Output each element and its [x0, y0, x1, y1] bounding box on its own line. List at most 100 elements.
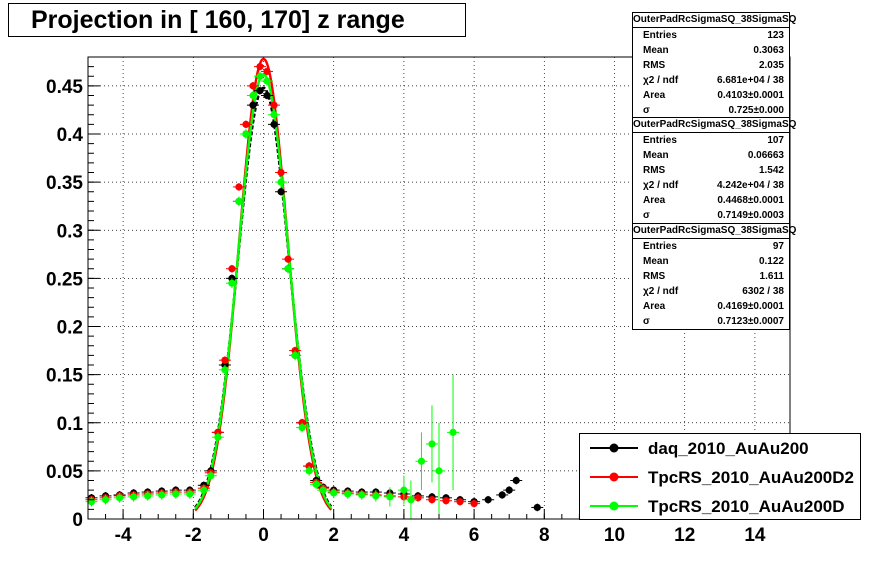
stats-row: σ 0.7123±0.0007	[633, 314, 789, 329]
stats-row: Mean 0.06663	[633, 148, 789, 163]
data-point	[358, 491, 366, 499]
data-point	[186, 490, 194, 498]
legend-entry: daq_2010_AuAu200	[580, 434, 862, 463]
stats-row: Mean 0.122	[633, 254, 789, 269]
data-point	[263, 91, 271, 100]
stats-row: RMS 1.611	[633, 269, 789, 284]
legend-marker	[590, 472, 638, 482]
stats-label: χ2 / ndf	[643, 180, 679, 191]
data-point	[263, 67, 271, 76]
stats-value: 0.7149±0.0003	[717, 210, 784, 221]
data-point	[270, 101, 278, 109]
data-point	[498, 491, 506, 499]
data-point	[200, 486, 208, 494]
data-point	[428, 440, 436, 448]
data-point	[417, 457, 426, 465]
data-point	[158, 491, 166, 499]
data-point	[533, 503, 541, 512]
data-point	[386, 493, 394, 501]
x-tick-label: -2	[185, 525, 202, 546]
stats-box: OuterPadRcSigmaSQ_38SigmaSQ Entries 97 Mean…	[632, 223, 796, 330]
data-point	[344, 490, 352, 498]
data-point	[256, 63, 264, 71]
stats-box: OuterPadRcSigmaSQ_38SigmaSQ Entries 123 Mea…	[632, 12, 796, 119]
x-tick-label: 12	[674, 525, 695, 546]
data-point	[242, 120, 250, 128]
data-point	[249, 101, 257, 109]
stats-label: RMS	[643, 60, 666, 71]
y-tick-label: 0.1	[57, 414, 84, 435]
data-point	[144, 492, 152, 500]
fit-curve	[194, 73, 333, 510]
data-points	[85, 62, 544, 519]
stats-box: OuterPadRcSigmaSQ_38SigmaSQ Entries 107 Mea…	[632, 117, 796, 224]
stats-row: Area 0.4169±0.0001	[633, 299, 789, 314]
x-tick-label: 4	[399, 525, 410, 546]
y-tick-label: 0	[72, 510, 83, 531]
data-point	[228, 265, 236, 273]
data-point	[484, 496, 492, 504]
stats-label: Entries	[643, 30, 677, 41]
data-point	[263, 77, 271, 85]
stats-value: 0.4103±0.0001	[717, 90, 784, 101]
data-point	[249, 91, 257, 100]
data-point	[414, 494, 422, 502]
data-point	[207, 472, 215, 480]
stats-row: Area 0.4103±0.0001	[633, 88, 789, 103]
x-tick-label: 10	[604, 525, 625, 546]
stats-value: 1.611	[759, 271, 784, 282]
stats-value: 123	[767, 30, 784, 41]
x-tick-label: -4	[115, 525, 132, 546]
data-point	[319, 486, 327, 494]
stats-value: 0.4468±0.0001	[717, 195, 784, 206]
data-point	[115, 494, 124, 502]
stats-value: 0.122	[758, 256, 784, 267]
stats-value: 0.06663	[747, 150, 784, 161]
data-point	[449, 428, 457, 436]
data-point	[130, 493, 138, 501]
stats-row: Area 0.4468±0.0001	[633, 193, 789, 208]
stats-row: σ 0.7149±0.0003	[633, 208, 789, 223]
data-point	[242, 130, 250, 138]
stats-value: 2.035	[758, 60, 784, 71]
stats-value: 0.725±0.000	[728, 105, 784, 116]
stats-label: Mean	[643, 256, 669, 267]
stats-row: χ2 / ndf 6302 / 38	[633, 284, 789, 299]
stats-label: Entries	[643, 241, 677, 252]
stats-label: Entries	[643, 135, 677, 146]
data-point	[298, 423, 306, 432]
data-point	[101, 496, 110, 504]
stats-label: Area	[643, 301, 666, 312]
data-point	[456, 498, 464, 506]
data-point	[270, 111, 278, 119]
legend-dot	[609, 472, 619, 482]
stats-row: χ2 / ndf 6.681e+04 / 38	[633, 73, 789, 88]
data-point	[284, 255, 292, 263]
stats-row: RMS 1.542	[633, 163, 789, 178]
x-tick-label: 8	[539, 525, 550, 546]
y-tick-label: 0.3	[57, 221, 83, 242]
data-point	[512, 476, 520, 485]
data-point	[270, 120, 278, 128]
y-tick-label: 0.25	[46, 269, 83, 290]
legend-entry: TpcRS_2010_AuAu200D	[580, 492, 862, 521]
stats-value: 4.242e+04 / 38	[716, 180, 784, 191]
stats-box-title: OuterPadRcSigmaSQ_38SigmaSQ	[633, 224, 796, 239]
y-tick-label: 0.35	[46, 173, 83, 194]
data-point	[400, 486, 408, 494]
data-point	[235, 197, 243, 205]
data-point	[221, 356, 229, 364]
data-point	[407, 496, 415, 504]
stats-label: σ	[643, 105, 650, 116]
data-point	[214, 433, 222, 441]
data-point	[172, 490, 180, 498]
legend-label: daq_2010_AuAu200	[648, 439, 809, 458]
data-point	[228, 279, 236, 287]
data-point	[256, 72, 264, 80]
stats-value: 0.7123±0.0007	[717, 316, 784, 327]
stats-row: RMS 2.035	[633, 58, 789, 73]
data-point	[470, 500, 478, 508]
data-point	[249, 82, 257, 90]
x-tick-label: 0	[258, 525, 269, 546]
data-point	[291, 351, 299, 359]
